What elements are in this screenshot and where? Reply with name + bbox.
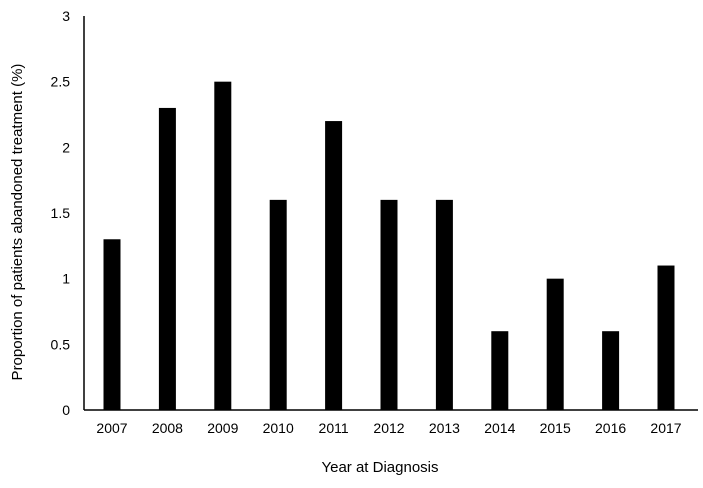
bar-2014 bbox=[491, 331, 509, 410]
x-tick-label: 2017 bbox=[650, 420, 681, 436]
x-tick-label: 2007 bbox=[96, 420, 127, 436]
x-axis-tick-labels: 2007 2008 2009 2010 2011 2012 2013 2014 2015 2016… bbox=[96, 420, 681, 436]
x-tick-label: 2012 bbox=[373, 420, 404, 436]
y-axis-title: Proportion of patients abandoned treatme… bbox=[9, 64, 26, 381]
y-tick-label: 0 bbox=[62, 402, 70, 418]
bars bbox=[103, 81, 675, 411]
y-tick-label: 1.5 bbox=[51, 205, 71, 221]
bar-2009 bbox=[214, 81, 232, 411]
y-tick-label: 2 bbox=[62, 139, 70, 155]
bar-2007 bbox=[103, 239, 121, 410]
x-axis-title: Year at Diagnosis bbox=[321, 459, 438, 476]
bar-2011 bbox=[325, 121, 343, 411]
x-tick-label: 2014 bbox=[484, 420, 515, 436]
y-tick-label: 2.5 bbox=[51, 74, 71, 90]
x-tick-label: 2010 bbox=[263, 420, 294, 436]
bar-2010 bbox=[269, 199, 287, 410]
bar-2015 bbox=[546, 278, 564, 410]
y-tick-label: 1 bbox=[62, 271, 70, 287]
x-tick-label: 2008 bbox=[152, 420, 183, 436]
x-tick-label: 2013 bbox=[429, 420, 460, 436]
y-tick-label: 3 bbox=[62, 8, 70, 24]
y-axis-ticks: 0 0.5 1 1.5 2 2.5 3 bbox=[51, 8, 71, 418]
bar-2012 bbox=[380, 199, 398, 410]
x-tick-label: 2016 bbox=[595, 420, 626, 436]
y-tick-label: 0.5 bbox=[51, 336, 71, 352]
bar-2008 bbox=[158, 107, 176, 410]
x-tick-label: 2009 bbox=[207, 420, 238, 436]
bar-2013 bbox=[435, 199, 453, 410]
bar-2017 bbox=[657, 265, 675, 410]
x-tick-label: 2015 bbox=[540, 420, 571, 436]
x-tick-label: 2011 bbox=[319, 420, 349, 436]
bar-2016 bbox=[602, 331, 620, 410]
